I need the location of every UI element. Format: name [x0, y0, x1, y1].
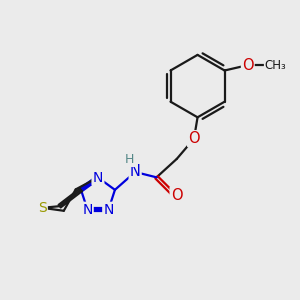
Text: N: N	[93, 170, 103, 184]
Text: N: N	[82, 203, 93, 217]
Text: O: O	[188, 131, 200, 146]
Text: O: O	[171, 188, 182, 203]
Text: N: N	[93, 170, 103, 184]
Text: S: S	[38, 201, 47, 215]
Text: N: N	[103, 203, 114, 217]
Text: CH₃: CH₃	[265, 58, 286, 72]
Text: O: O	[242, 58, 254, 73]
Text: H: H	[125, 153, 134, 166]
Text: N: N	[130, 164, 141, 179]
